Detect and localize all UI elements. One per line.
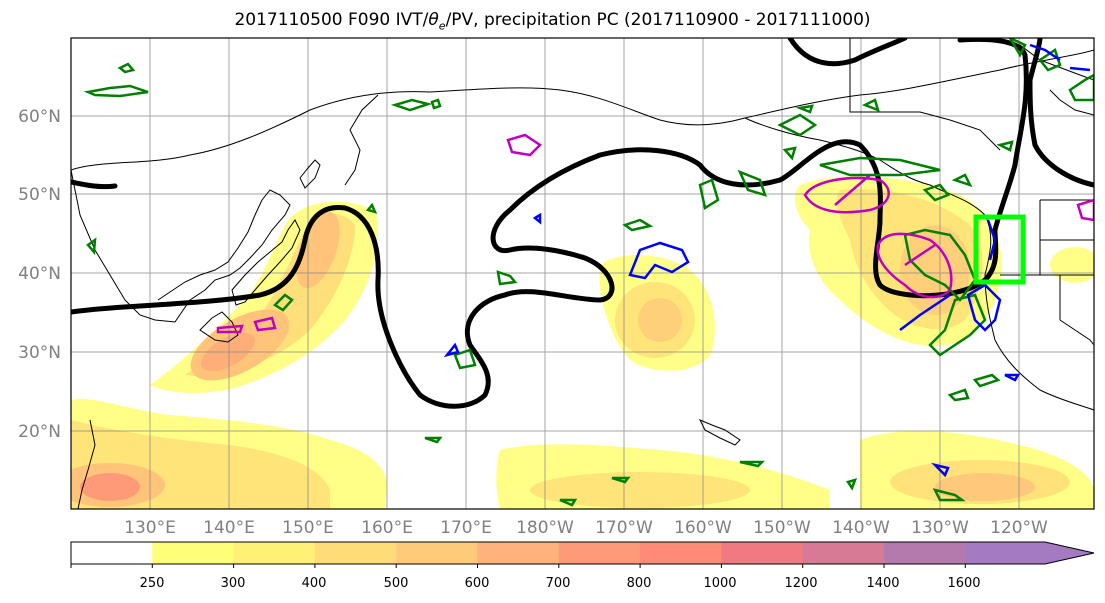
colorbar-swatch	[71, 542, 153, 564]
map-layers	[71, 38, 1094, 509]
colorbar-label-800: 800	[627, 576, 652, 591]
latitude-labels: 60°N 50°N 40°N 30°N 20°N	[18, 107, 61, 442]
title-prefix: 2017110500 F090 IVT/	[234, 10, 429, 30]
lon-label-120w: 120°W	[990, 518, 1048, 538]
lon-label-130e: 130°E	[124, 518, 176, 538]
colorbar-ticks	[70, 564, 966, 568]
lat-label-50n: 50°N	[18, 185, 61, 205]
lon-label-140w: 140°W	[832, 518, 890, 538]
lon-label-140e: 140°E	[203, 518, 255, 538]
colorbar-swatches	[71, 542, 1094, 564]
magenta-contours	[216, 133, 1094, 334]
colorbar-swatch	[640, 542, 722, 564]
colorbar-labels: 250 300 400 500 600 700 800 1000 1200 14…	[140, 576, 981, 591]
lat-label-30n: 30°N	[18, 343, 61, 363]
colorbar-label-250: 250	[140, 576, 165, 591]
colorbar-swatch	[314, 542, 397, 564]
colorbar-label-1200: 1200	[784, 576, 817, 591]
colorbar-swatch	[233, 542, 316, 564]
lat-label-20n: 20°N	[18, 422, 61, 442]
colorbar-label-400: 400	[302, 576, 327, 591]
colorbar-swatch	[477, 542, 560, 564]
colorbar-swatch	[558, 542, 641, 564]
lon-label-170e: 170°E	[440, 518, 492, 538]
colorbar-outline	[70, 541, 1095, 565]
title-theta-subscript: e	[438, 19, 446, 33]
lat-label-40n: 40°N	[18, 264, 61, 284]
colorbar-swatch	[884, 542, 966, 564]
lon-label-130w: 130°W	[911, 518, 969, 538]
colorbar-extend-arrow	[965, 542, 1094, 564]
graticule	[71, 38, 1094, 509]
blue-contours	[443, 43, 1091, 478]
map-title: 2017110500 F090 IVT/θe/PV, precipitation…	[0, 10, 1105, 32]
colorbar-label-1600: 1600	[947, 576, 980, 591]
colorbar: 250 300 400 500 600 700 800 1000 1200 14…	[70, 541, 1095, 591]
lat-label-60n: 60°N	[18, 107, 61, 127]
colorbar-swatch	[396, 542, 479, 564]
map-frame	[70, 37, 1095, 510]
lon-label-160e: 160°E	[361, 518, 413, 538]
title-suffix: /PV, precipitation PC (2017110900 - 2017…	[445, 10, 871, 30]
colorbar-label-300: 300	[221, 576, 246, 591]
colorbar-label-700: 700	[546, 576, 571, 591]
colorbar-label-1000: 1000	[703, 576, 736, 591]
colorbar-label-500: 500	[384, 576, 409, 591]
lon-label-150w: 150°W	[753, 518, 811, 538]
colorbar-swatch	[802, 542, 885, 564]
colorbar-label-1400: 1400	[866, 576, 899, 591]
highlight-box	[973, 214, 1026, 285]
colorbar-swatch	[721, 542, 804, 564]
colorbar-swatch	[152, 542, 235, 564]
lon-label-150e: 150°E	[282, 518, 334, 538]
title-theta: θ	[428, 10, 439, 30]
lon-label-170w: 170°W	[595, 518, 653, 538]
lon-label-160w: 160°W	[674, 518, 732, 538]
longitude-labels: 130°E 140°E 150°E 160°E 170°E 180°W 170°…	[124, 518, 1048, 538]
colorbar-label-600: 600	[465, 576, 490, 591]
lon-label-180w: 180°W	[516, 518, 574, 538]
